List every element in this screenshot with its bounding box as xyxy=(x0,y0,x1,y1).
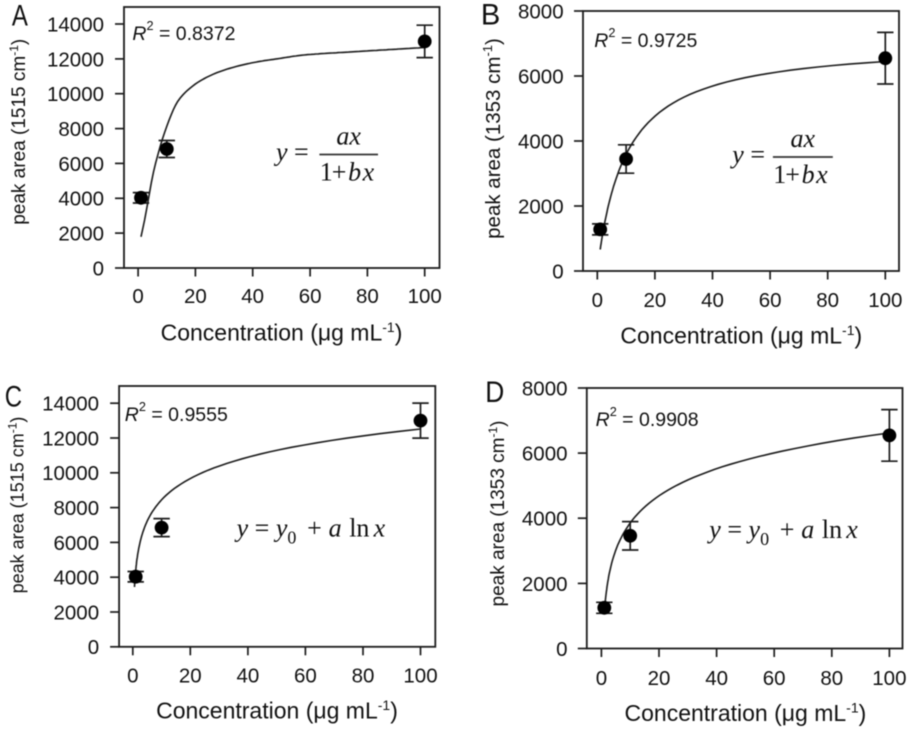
svg-text:100: 100 xyxy=(868,289,902,312)
svg-text:Concentration (μg mL-1): Concentration (μg mL-1) xyxy=(161,319,403,346)
svg-text:8000: 8000 xyxy=(518,0,564,23)
svg-text:6000: 6000 xyxy=(518,65,564,88)
svg-text:8000: 8000 xyxy=(58,118,104,141)
svg-text:0: 0 xyxy=(93,257,104,280)
svg-text:60: 60 xyxy=(294,665,317,688)
svg-text:6000: 6000 xyxy=(522,443,568,466)
svg-text:R2 = 0.9725: R2 = 0.9725 xyxy=(594,26,697,52)
svg-text:80: 80 xyxy=(356,285,379,308)
svg-text:1+bx: 1+bx xyxy=(773,160,829,189)
svg-text:0: 0 xyxy=(552,260,563,283)
svg-text:20: 20 xyxy=(184,285,207,308)
svg-text:peak area (1353 cm-1): peak area (1353 cm-1) xyxy=(480,38,505,239)
svg-text:2000: 2000 xyxy=(518,195,564,218)
svg-text:40: 40 xyxy=(701,289,724,312)
svg-text:peak area (1353 cm-1): peak area (1353 cm-1) xyxy=(486,421,509,607)
svg-text:20: 20 xyxy=(648,667,671,690)
svg-text:4000: 4000 xyxy=(53,567,99,590)
svg-text:4000: 4000 xyxy=(522,508,568,531)
svg-text:D: D xyxy=(485,374,504,408)
svg-text:0: 0 xyxy=(127,665,138,688)
svg-text:0: 0 xyxy=(592,289,603,312)
svg-text:y =: y = xyxy=(729,140,765,169)
svg-text:60: 60 xyxy=(299,285,322,308)
svg-text:0: 0 xyxy=(596,667,607,690)
svg-text:14000: 14000 xyxy=(42,393,99,416)
svg-text:Concentration (μg mL-1): Concentration (μg mL-1) xyxy=(625,699,867,726)
svg-text:2000: 2000 xyxy=(522,573,568,596)
svg-text:ax: ax xyxy=(791,124,816,153)
svg-text:10000: 10000 xyxy=(42,462,99,485)
svg-text:peak area (1515 cm-1): peak area (1515 cm-1) xyxy=(6,417,28,594)
svg-text:20: 20 xyxy=(643,289,666,312)
svg-text:80: 80 xyxy=(352,665,375,688)
svg-text:8000: 8000 xyxy=(522,377,568,400)
svg-text:100: 100 xyxy=(872,667,906,690)
svg-text:y =: y = xyxy=(273,138,309,167)
svg-text:14000: 14000 xyxy=(47,13,104,36)
svg-text:20: 20 xyxy=(179,665,202,688)
svg-text:2000: 2000 xyxy=(58,223,104,246)
svg-text:2000: 2000 xyxy=(53,601,99,624)
svg-text:4000: 4000 xyxy=(58,188,104,211)
svg-text:40: 40 xyxy=(241,285,264,308)
svg-text:10000: 10000 xyxy=(47,83,104,106)
svg-text:40: 40 xyxy=(236,665,259,688)
svg-text:12000: 12000 xyxy=(47,48,104,71)
svg-text:4000: 4000 xyxy=(518,130,564,153)
svg-text:60: 60 xyxy=(763,667,786,690)
svg-text:12000: 12000 xyxy=(42,427,99,450)
svg-text:R2 = 0.8372: R2 = 0.8372 xyxy=(132,19,235,45)
svg-text:40: 40 xyxy=(705,667,728,690)
svg-text:0: 0 xyxy=(88,636,99,659)
svg-text:6000: 6000 xyxy=(58,153,104,176)
svg-text:80: 80 xyxy=(816,289,839,312)
svg-text:R2 = 0.9555: R2 = 0.9555 xyxy=(125,400,228,426)
svg-text:0: 0 xyxy=(556,638,567,661)
svg-text:1+bx: 1+bx xyxy=(320,158,376,187)
svg-text:8000: 8000 xyxy=(53,497,99,520)
svg-text:100: 100 xyxy=(403,665,437,688)
svg-text:A: A xyxy=(12,0,29,32)
svg-text:6000: 6000 xyxy=(53,532,99,555)
svg-text:C: C xyxy=(5,379,22,413)
svg-text:peak area (1515 cm-1): peak area (1515 cm-1) xyxy=(7,39,30,225)
svg-text:B: B xyxy=(481,0,500,32)
svg-text:80: 80 xyxy=(820,667,843,690)
svg-text:100: 100 xyxy=(408,285,442,308)
svg-text:ax: ax xyxy=(336,122,361,151)
svg-text:Concentration (μg mL-1): Concentration (μg mL-1) xyxy=(620,322,862,349)
svg-text:0: 0 xyxy=(132,285,143,308)
svg-text:Concentration (μg mL-1): Concentration (μg mL-1) xyxy=(156,697,398,724)
svg-text:R2 = 0.9908: R2 = 0.9908 xyxy=(596,405,699,431)
svg-text:60: 60 xyxy=(759,289,782,312)
